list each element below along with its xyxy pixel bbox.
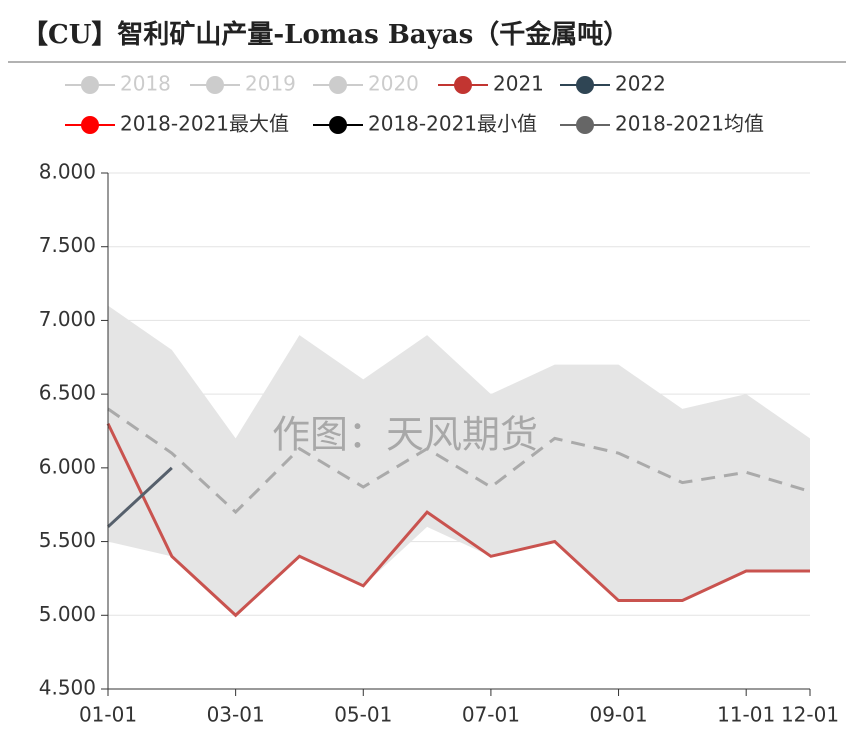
legend-label: 2022 — [615, 72, 666, 96]
x-tick-label: 07-01 — [462, 703, 520, 727]
y-tick-label: 4.500 — [39, 676, 96, 700]
chart-title: 【CU】智利矿山产量-Lomas Bayas（千金属吨） — [22, 19, 629, 50]
legend-label: 2020 — [368, 72, 419, 96]
legend-label: 2021 — [493, 72, 544, 96]
legend-item: 2018-2021最小值 — [313, 112, 537, 136]
legend-label: 2018-2021均值 — [615, 112, 764, 136]
y-tick-label: 8.000 — [39, 160, 96, 184]
series-line — [106, 422, 810, 618]
y-tick-label: 7.500 — [39, 233, 96, 257]
y-tick-label: 7.000 — [39, 307, 96, 331]
series-line — [107, 407, 811, 515]
y-tick-label: 6.000 — [39, 454, 96, 478]
x-tick-label: 09-01 — [589, 703, 647, 727]
x-tick-label: 12-01 — [781, 703, 839, 727]
legend-item: 2021 — [438, 72, 544, 96]
legend-item: 2020 — [313, 72, 419, 96]
legend-symbol — [329, 116, 347, 134]
legend-label: 2019 — [245, 72, 296, 96]
legend-symbol — [576, 76, 594, 94]
legend-symbol — [81, 116, 99, 134]
legend-item: 2019 — [190, 72, 296, 96]
legend-label: 2018 — [120, 72, 171, 96]
series-line — [106, 466, 173, 528]
legend-label: 2018-2021最小值 — [368, 112, 537, 136]
legend-symbol — [329, 76, 347, 94]
legend-symbol — [81, 76, 99, 94]
y-tick-label: 6.500 — [39, 381, 96, 405]
legend-label: 2018-2021最大值 — [120, 112, 289, 136]
legend-item: 2022 — [560, 72, 666, 96]
x-tick-label: 01-01 — [79, 703, 137, 727]
x-tick-label: 05-01 — [334, 703, 392, 727]
x-tick-label: 03-01 — [207, 703, 265, 727]
y-tick-label: 5.500 — [39, 528, 96, 552]
x-tick-label: 11-01 — [717, 703, 775, 727]
watermark: 作图：天风期货 — [272, 413, 538, 457]
legend-item: 2018-2021最大值 — [65, 112, 289, 136]
legend-symbol — [454, 76, 472, 94]
legend-symbol — [576, 116, 594, 134]
legend-item: 2018-2021均值 — [560, 112, 764, 136]
legend-symbol — [206, 76, 224, 94]
legend-item: 2018 — [65, 72, 171, 96]
y-tick-label: 5.000 — [39, 602, 96, 626]
band-area — [108, 305, 810, 616]
